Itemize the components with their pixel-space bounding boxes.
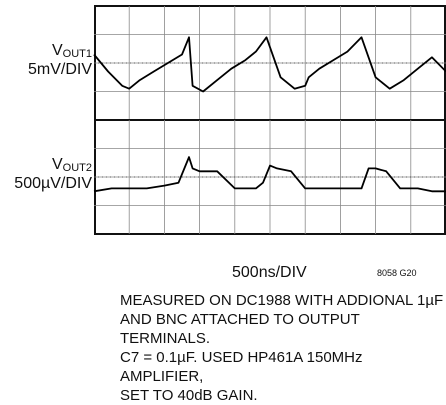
figure-id: 8058 G20	[377, 268, 417, 278]
vout1-label-sub: OUT1	[62, 48, 92, 60]
vout1-label-v: V	[51, 42, 63, 59]
caption-line: SET TO 40dB GAIN.	[120, 387, 258, 404]
vout2-scale: 500µV/DIV	[14, 175, 92, 192]
caption-line: AND BNC ATTACHED TO OUTPUT TERMINALS.	[120, 311, 360, 347]
oscilloscope-display	[93, 5, 446, 235]
vout1-scale: 5mV/DIV	[27, 61, 92, 78]
vout2-trace	[93, 156, 446, 193]
vout1-panel	[93, 5, 446, 121]
vout2-axis-label: VOUT2 500µV/DIV	[0, 156, 92, 193]
caption-line: MEASURED ON DC1988 WITH ADDIONAL 1µF	[120, 292, 444, 309]
vout2-panel	[93, 119, 446, 235]
vout2-label-sub: OUT2	[62, 162, 92, 174]
vout2-label-v: V	[51, 156, 63, 173]
vout1-trace	[93, 36, 446, 93]
caption-line: C7 = 0.1µF. USED HP461A 150MHz AMPLIFIER…	[120, 349, 363, 385]
caption: MEASURED ON DC1988 WITH ADDIONAL 1µF AND…	[120, 291, 446, 405]
time-axis-label: 500ns/DIV	[232, 264, 307, 281]
vout1-axis-label: VOUT1 5mV/DIV	[0, 42, 92, 79]
